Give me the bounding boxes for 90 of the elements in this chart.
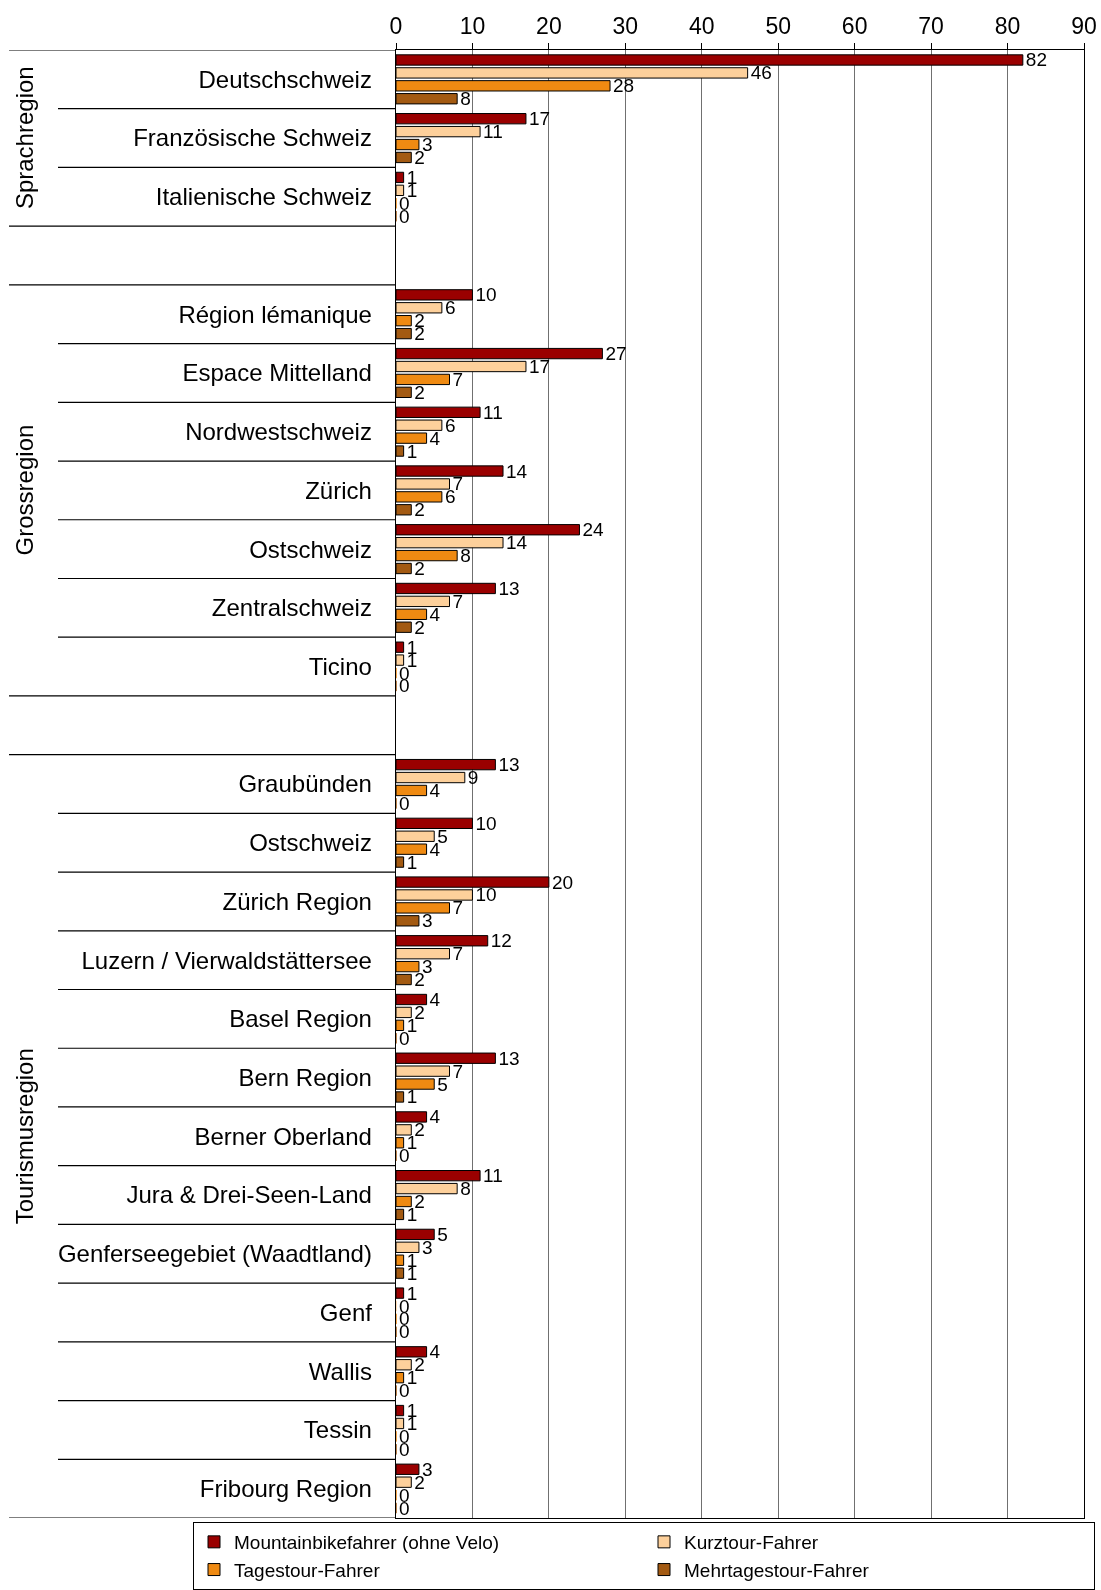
y-tick-label: Ostschweiz	[249, 829, 372, 857]
x-tick-label: 60	[841, 12, 868, 39]
legend-label: Kurztour-Fahrer	[684, 1532, 819, 1554]
data-label: 4	[429, 427, 441, 449]
data-label: 10	[475, 284, 497, 306]
text: Grossregion	[10, 424, 38, 556]
x-tick-label: 30	[612, 12, 639, 39]
y-tick-label: Wallis	[308, 1357, 372, 1385]
y-tick-label: Région lémanique	[178, 300, 372, 328]
x-tick-label: 50	[765, 12, 792, 39]
data-label: 14	[506, 532, 528, 554]
data-label: 8	[460, 1178, 471, 1200]
data-label: 1	[406, 440, 418, 462]
data-label: 0	[399, 792, 410, 814]
x-tick-label: 70	[918, 12, 944, 39]
data-label: 20	[551, 871, 574, 893]
data-label: 5	[437, 1223, 448, 1245]
data-label: 6	[444, 414, 456, 436]
y-tick-label: Zürich	[305, 476, 372, 504]
data-label: 4	[429, 989, 441, 1011]
data-label: 5	[437, 1073, 448, 1095]
y-tick-label: Genferseegebiet (Waadtland)	[57, 1240, 372, 1268]
y-tick-label: Espace Mittelland	[182, 359, 372, 387]
data-label: 4	[429, 1341, 441, 1363]
data-label: 3	[421, 1236, 433, 1258]
data-label: 7	[452, 897, 464, 919]
y-tick-label: Ticino	[308, 652, 372, 680]
data-label: 46	[750, 62, 772, 84]
data-label: 10	[475, 884, 497, 906]
data-label: 5	[437, 825, 448, 847]
x-tick-label: 90	[1071, 12, 1097, 39]
data-label: 7	[452, 368, 464, 390]
x-tick-label: 10	[459, 12, 486, 39]
data-label: 82	[1025, 49, 1047, 71]
y-tick-label: Berner Oberland	[194, 1122, 372, 1150]
y-tick-label: Deutschschweiz	[198, 65, 372, 93]
data-label: 8	[460, 545, 471, 567]
y-tick-label: Ostschweiz	[249, 535, 372, 563]
y-tick-label: Bern Region	[238, 1064, 372, 1091]
y-tick-label: Basel Region	[229, 1005, 372, 1033]
data-label: 6	[444, 297, 456, 319]
legend-label: Mehrtagestour-Fahrer	[684, 1559, 870, 1581]
data-label: 8	[460, 88, 471, 110]
y-tick-label: Genf	[319, 1298, 373, 1326]
data-label: 14	[506, 460, 528, 482]
data-label: 3	[421, 910, 433, 932]
data-label: 11	[483, 401, 503, 423]
data-label: 7	[452, 943, 464, 965]
x-tick-label: 20	[536, 12, 562, 39]
data-label: 11	[483, 1165, 503, 1187]
y-tick-label: Graubünden	[238, 770, 372, 798]
y-tick-label: Italienische Schweiz	[155, 183, 372, 211]
x-tick-label: 80	[994, 12, 1021, 39]
y-tick-label: Luzern / Vierwaldstättersee	[81, 946, 372, 974]
data-label: 2	[414, 499, 425, 521]
y-tick-label: Zürich Region	[222, 887, 372, 915]
data-label: 4	[429, 603, 441, 625]
data-label: 4	[429, 779, 441, 801]
x-tick-label: 40	[688, 12, 715, 39]
legend-label: Tagestour-Fahrer	[234, 1559, 381, 1581]
y-tick-label: Zentralschweiz	[211, 594, 372, 622]
data-label: 2	[414, 616, 425, 638]
data-label: 2	[414, 1191, 425, 1212]
text: Sprachregion	[10, 66, 38, 210]
data-label: 13	[498, 754, 520, 776]
data-label: 12	[490, 930, 512, 952]
data-label: 11	[483, 121, 503, 143]
data-label: 13	[498, 577, 520, 599]
data-label: 4	[429, 1106, 441, 1128]
y-tick-label: Französische Schweiz	[133, 124, 372, 152]
data-label: 7	[452, 1060, 464, 1082]
data-label: 1	[406, 1086, 418, 1108]
data-label: 2	[414, 1119, 425, 1141]
y-tick-label: Fribourg Region	[199, 1475, 372, 1503]
y-tick-label: Tessin	[303, 1416, 372, 1444]
data-label: 7	[452, 590, 464, 612]
data-label: 2	[414, 557, 425, 579]
y-tick-label: Jura & Drei-Seen-Land	[126, 1181, 372, 1209]
data-label: 2	[414, 1001, 425, 1023]
data-label: 10	[475, 812, 497, 834]
text: Tourismusregion	[10, 1048, 38, 1225]
data-label: 24	[582, 519, 605, 541]
data-label: 1	[406, 851, 418, 873]
data-label: 13	[498, 1047, 520, 1069]
x-tick-label: 0	[389, 12, 403, 39]
data-label: 2	[414, 1354, 425, 1376]
legend-label: Mountainbikefahrer (ohne Velo)	[234, 1532, 500, 1554]
data-label: 2	[414, 381, 425, 403]
y-tick-label: Nordwestschweiz	[185, 418, 372, 446]
data-label: 6	[444, 486, 456, 508]
